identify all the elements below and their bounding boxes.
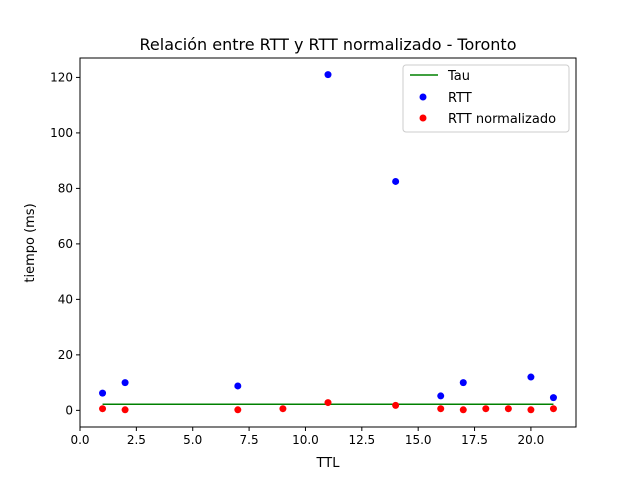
y-tick-label: 100 — [50, 126, 73, 140]
legend: Tau RTT RTT normalizado — [402, 64, 570, 133]
legend-label-rtt: RTT — [448, 91, 472, 106]
data-point-rtt-normalizado — [234, 406, 242, 414]
data-point-rtt — [324, 71, 332, 79]
data-point-rtt-normalizado — [392, 401, 400, 409]
plot-frame — [79, 57, 577, 428]
chart-title: Relación entre RTT y RTT normalizado - T… — [140, 35, 517, 54]
x-axis-ticks: 0.0 2.5 5.0 7.5 10.0 12.5 15.0 17.5 20.0 — [70, 427, 544, 447]
x-tick-label: 12.5 — [348, 433, 375, 447]
y-tick-label: 120 — [50, 70, 73, 84]
x-tick-label: 0.0 — [70, 433, 89, 447]
data-point-rtt-normalizado — [437, 405, 445, 413]
x-tick-label: 10.0 — [292, 433, 319, 447]
data-point-rtt — [527, 373, 535, 381]
y-axis-ticks: 0 20 40 60 80 100 120 — [50, 70, 80, 417]
y-axis-label: tiempo (ms) — [23, 203, 38, 282]
data-point-rtt — [392, 177, 400, 185]
y-tick-label: 20 — [58, 348, 73, 362]
y-tick-label: 80 — [58, 181, 73, 195]
data-point-rtt-normalizado — [482, 405, 490, 413]
legend-box — [402, 64, 570, 133]
y-tick-label: 40 — [58, 292, 73, 306]
data-point-rtt-normalizado — [459, 406, 467, 414]
plot-data — [99, 71, 557, 414]
data-point-rtt-normalizado — [121, 406, 129, 414]
data-point-rtt-normalizado — [324, 399, 332, 407]
y-tick-label: 0 — [65, 403, 73, 417]
data-point-rtt — [549, 394, 557, 402]
legend-label-tau: Tau — [447, 69, 470, 84]
data-point-rtt-normalizado — [279, 405, 287, 413]
data-point-rtt-normalizado — [99, 405, 107, 413]
legend-label-rtt-normalizado: RTT normalizado — [448, 112, 556, 127]
x-tick-label: 15.0 — [405, 433, 432, 447]
x-axis-label: TTL — [316, 456, 341, 471]
x-tick-label: 17.5 — [461, 433, 488, 447]
x-tick-label: 7.5 — [240, 433, 259, 447]
data-point-rtt-normalizado — [549, 405, 557, 413]
data-point-rtt — [437, 392, 445, 400]
data-point-rtt — [459, 379, 467, 387]
data-point-rtt — [234, 382, 242, 390]
data-point-rtt-normalizado — [504, 405, 512, 413]
data-point-rtt — [121, 379, 129, 387]
x-tick-label: 20.0 — [518, 433, 545, 447]
y-tick-label: 60 — [58, 237, 73, 251]
data-point-rtt — [99, 389, 107, 397]
data-point-rtt-normalizado — [527, 406, 535, 414]
legend-swatch-rtt-normalizado — [419, 114, 427, 122]
x-tick-label: 2.5 — [127, 433, 146, 447]
legend-swatch-rtt — [419, 93, 427, 101]
x-tick-label: 5.0 — [183, 433, 202, 447]
